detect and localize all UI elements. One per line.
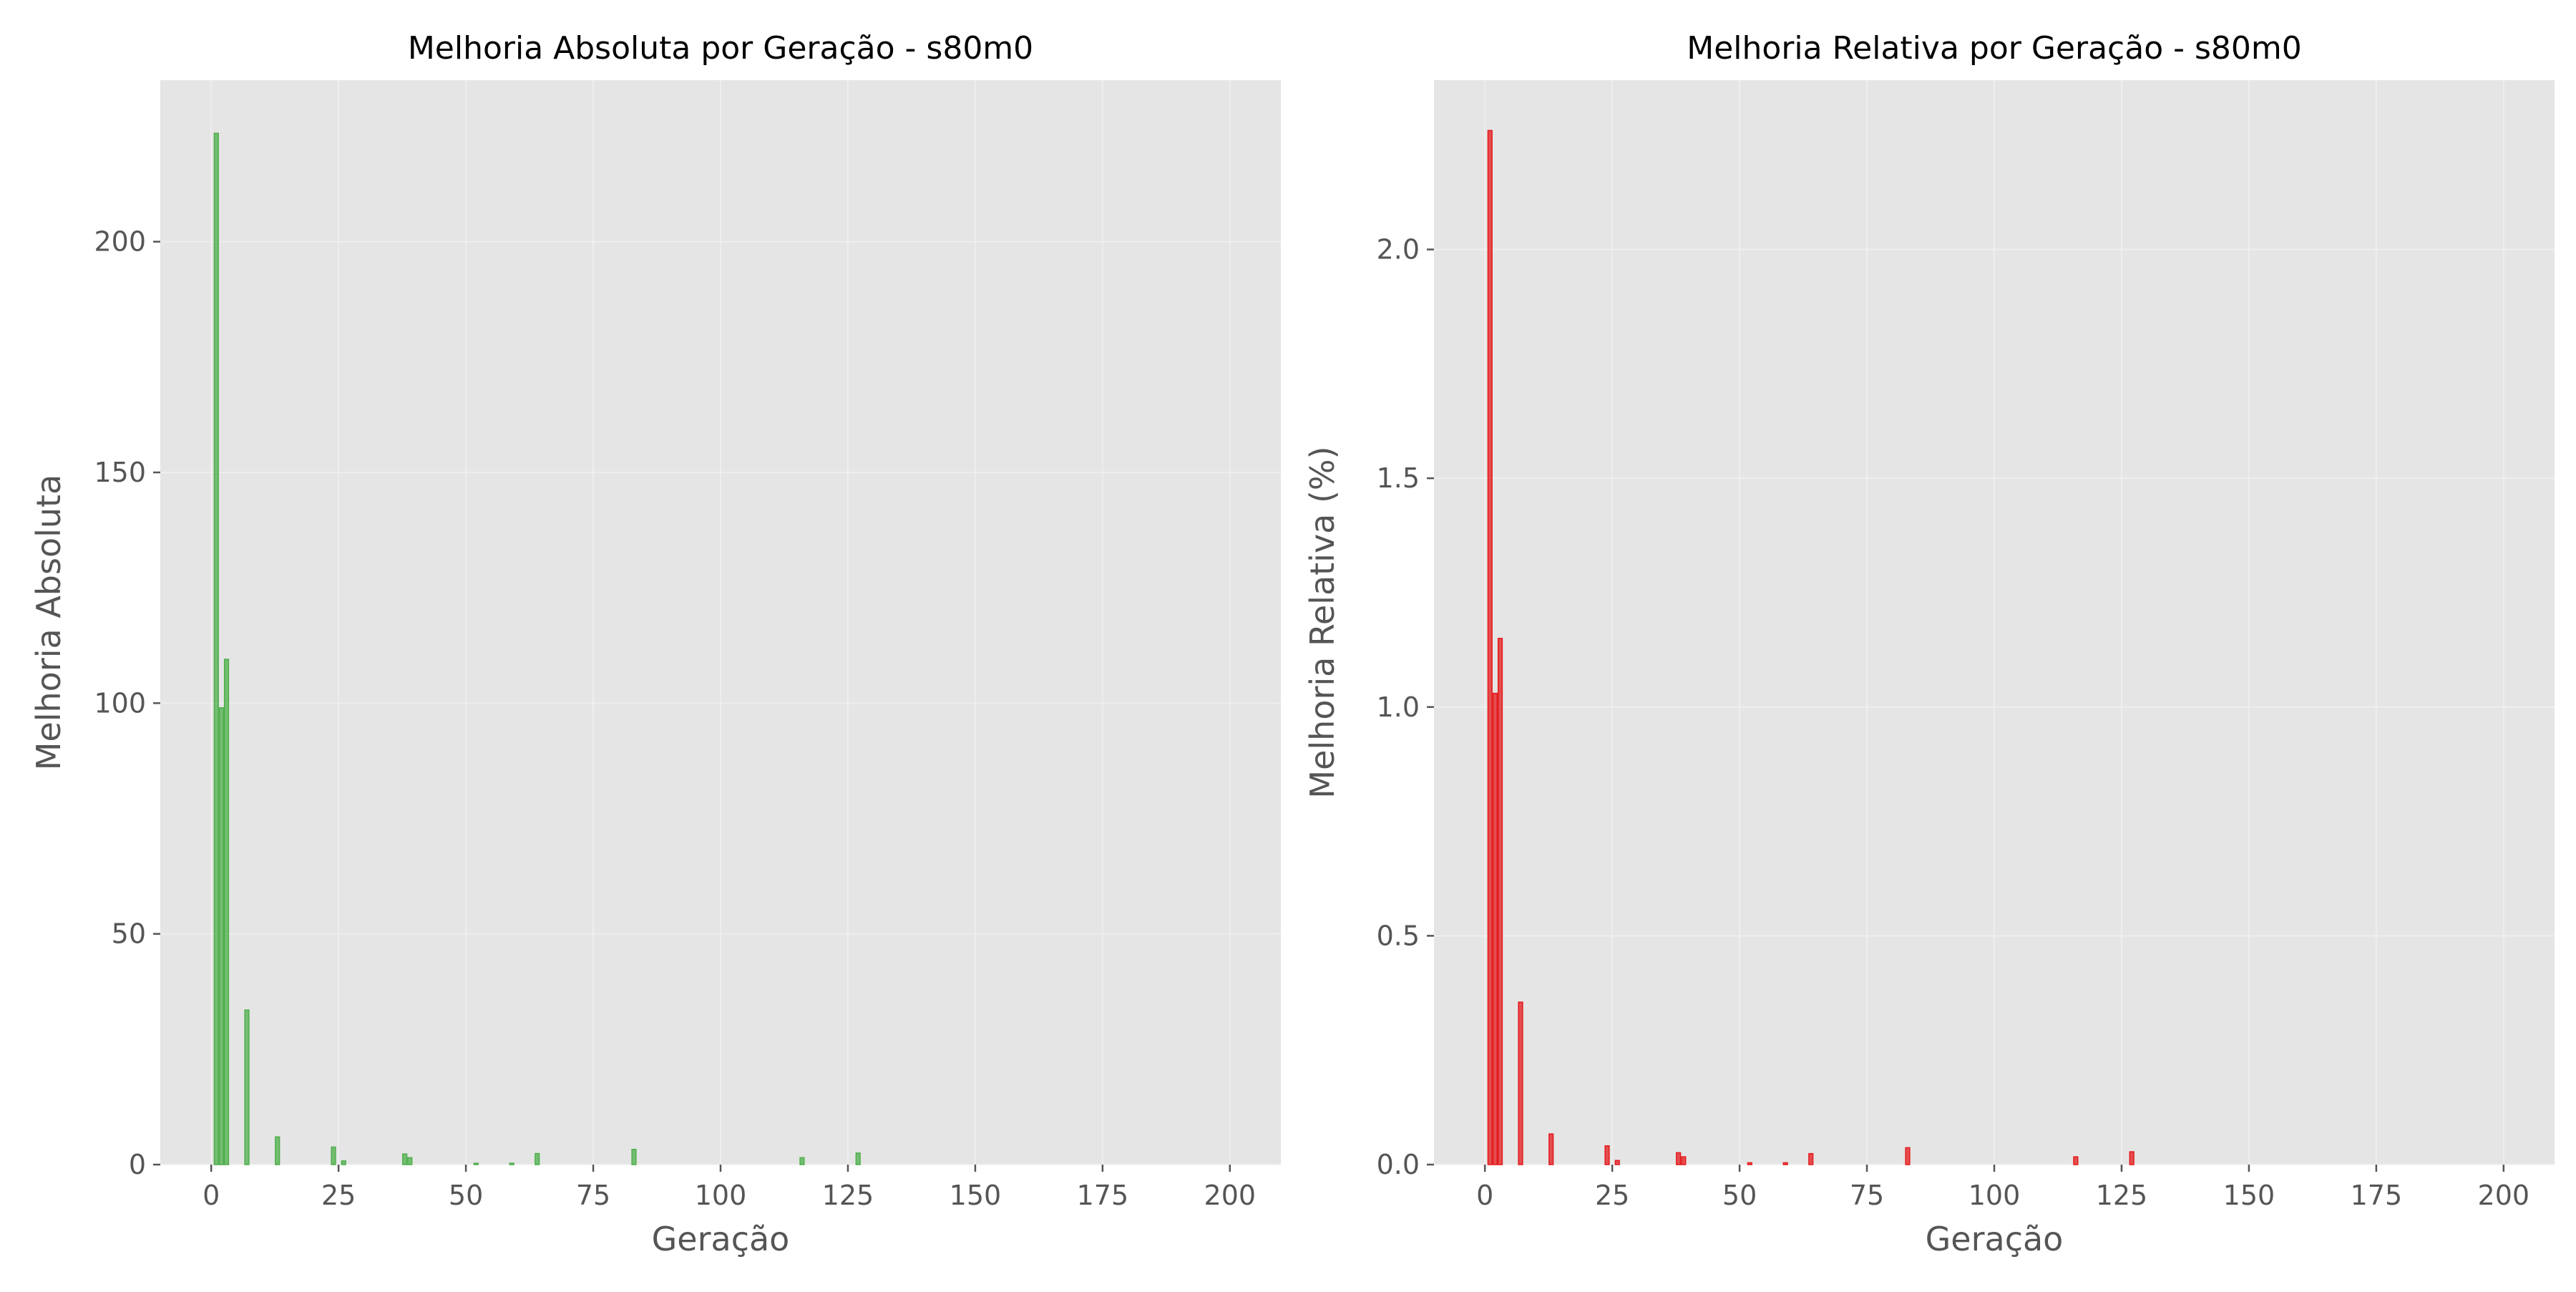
y-tick-label: 0 — [129, 1149, 146, 1180]
bar — [509, 1162, 514, 1165]
y-tick-label: 1.5 — [1377, 462, 1420, 494]
x-axis-label: Geração — [1926, 1220, 2064, 1258]
y-tick-label: 200 — [94, 226, 146, 258]
chart-panel-2: 0 25 50 75 100 125 150 175 200 0.0 0.5 1.0 1.5 2.0 Mel… — [1303, 30, 2555, 1258]
x-tick-label: 175 — [1077, 1180, 1129, 1211]
y-axis-label: Melhoria Relativa (%) — [1303, 446, 1342, 798]
x-tick-label: 125 — [822, 1180, 874, 1211]
bar — [2129, 1151, 2135, 1165]
bar — [331, 1146, 336, 1165]
bar — [1614, 1160, 1620, 1165]
x-tick-label: 0 — [203, 1180, 220, 1211]
bar — [244, 1009, 250, 1165]
x-tick-label: 25 — [321, 1180, 356, 1211]
x-tick-label: 75 — [576, 1180, 610, 1211]
x-tick-label: 200 — [2478, 1180, 2530, 1211]
y-tick-label: 50 — [112, 918, 146, 950]
bar — [1681, 1156, 1687, 1165]
bar — [1747, 1162, 1752, 1165]
y-axis-label: Melhoria Absoluta — [29, 475, 68, 771]
x-tick-label: 25 — [1595, 1180, 1629, 1211]
bar — [1497, 638, 1503, 1165]
x-tick-label: 50 — [449, 1180, 483, 1211]
y-tick-label: 0.0 — [1377, 1149, 1420, 1180]
bar — [341, 1160, 346, 1165]
x-tick-label: 75 — [1850, 1180, 1884, 1211]
bar — [535, 1152, 540, 1165]
bar — [402, 1153, 408, 1165]
y-tick-label: 150 — [94, 457, 146, 488]
x-tick-label: 100 — [1968, 1180, 2021, 1211]
bar — [631, 1148, 637, 1165]
bar — [1487, 130, 1493, 1165]
bar — [1905, 1147, 1911, 1165]
x-tick-label: 125 — [2096, 1180, 2148, 1211]
y-tick-label: 1.0 — [1377, 691, 1420, 723]
y-tick-label: 0.5 — [1377, 920, 1420, 951]
bar — [223, 659, 230, 1165]
y-tick-label: 2.0 — [1377, 234, 1420, 266]
chart-title: Melhoria Absoluta por Geração - s80m0 — [408, 30, 1033, 67]
bar — [1492, 692, 1498, 1165]
bar — [855, 1152, 861, 1165]
x-tick-label: 175 — [2351, 1180, 2403, 1211]
chart-panel-1: 0 25 50 75 100 125 150 175 200 0 50 100 150 200 Melhor… — [29, 30, 1281, 1258]
bar — [1604, 1145, 1610, 1165]
x-tick-label: 0 — [1476, 1180, 1493, 1211]
bar — [407, 1157, 413, 1165]
bar — [1518, 1001, 1523, 1165]
bar — [2073, 1156, 2079, 1165]
x-tick-label: 150 — [2223, 1180, 2275, 1211]
x-tick-label: 50 — [1722, 1180, 1757, 1211]
bar — [1808, 1152, 1814, 1165]
bar — [1548, 1133, 1554, 1165]
y-tick-label: 100 — [94, 687, 146, 719]
bar — [1676, 1152, 1682, 1165]
bar — [275, 1136, 280, 1165]
bar — [799, 1157, 805, 1165]
bar — [1782, 1162, 1788, 1165]
x-tick-label: 200 — [1204, 1180, 1257, 1211]
x-axis-label: Geração — [652, 1220, 790, 1258]
bar — [218, 707, 225, 1165]
chart-title: Melhoria Relativa por Geração - s80m0 — [1687, 30, 2301, 67]
bar — [473, 1162, 479, 1165]
x-tick-label: 100 — [695, 1180, 747, 1211]
bar — [213, 132, 219, 1165]
x-tick-label: 150 — [950, 1180, 1002, 1211]
